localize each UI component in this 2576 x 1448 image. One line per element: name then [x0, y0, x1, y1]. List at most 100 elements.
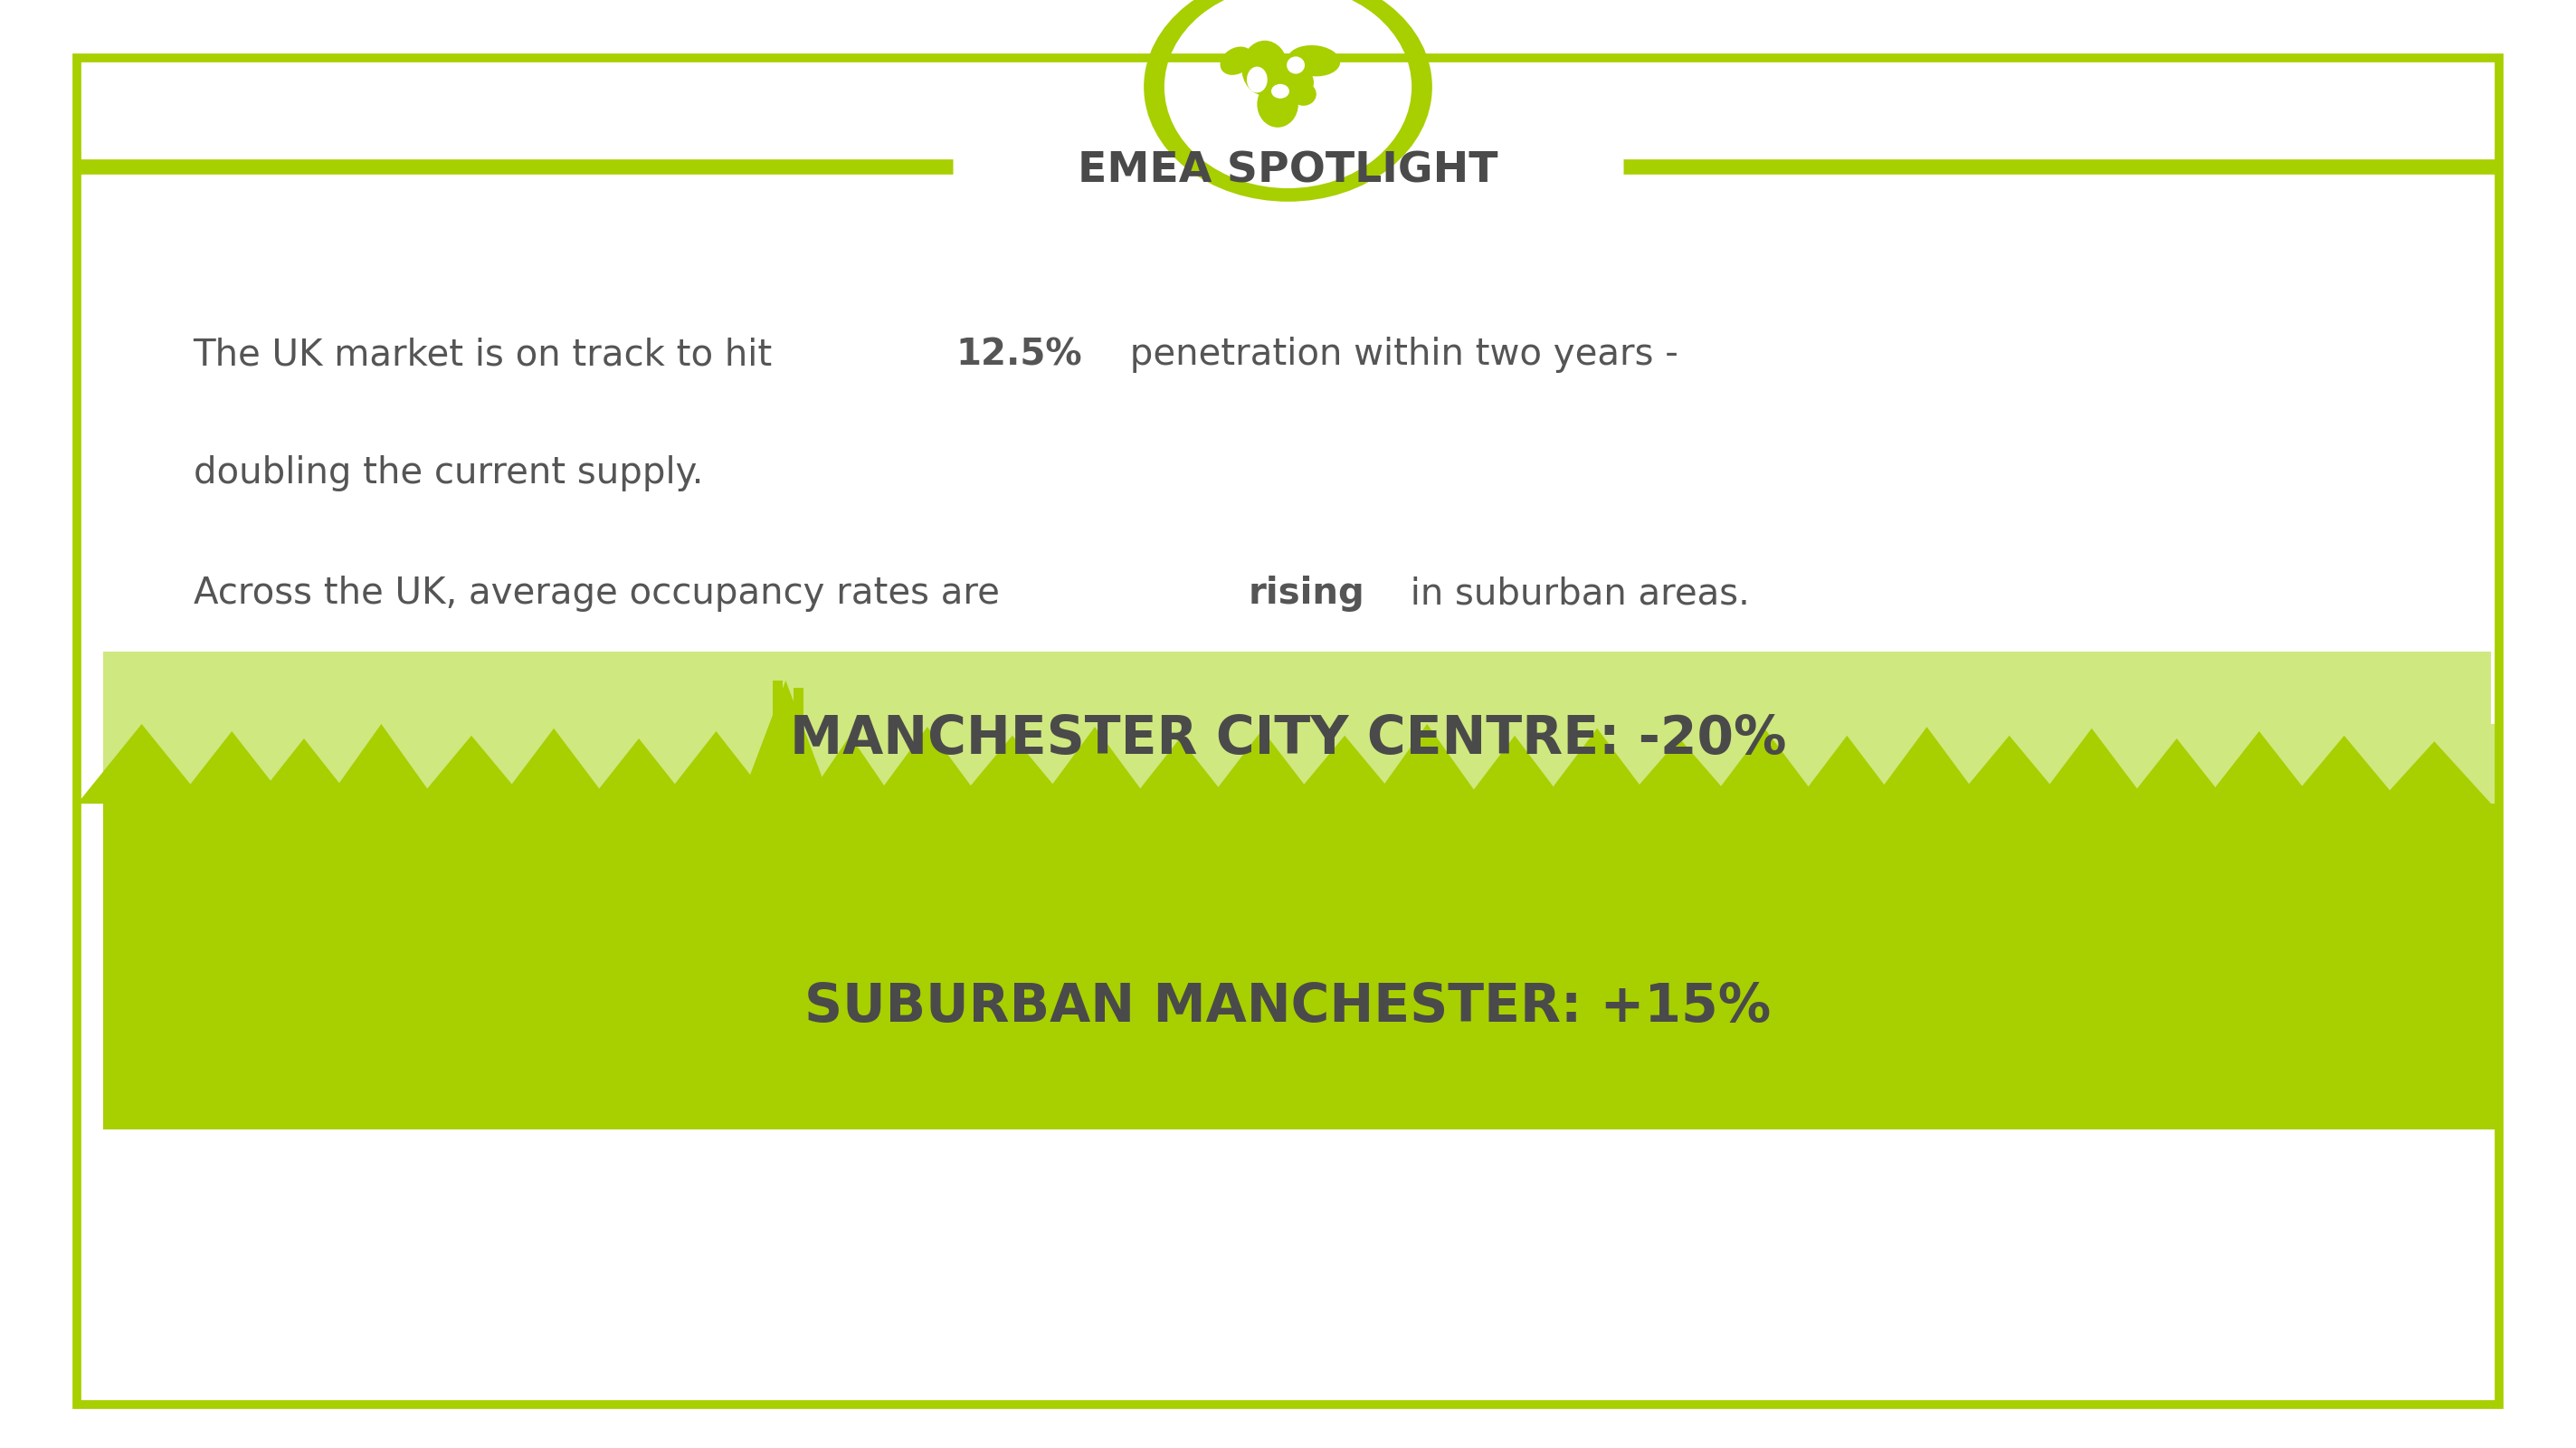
Bar	[201, 652, 247, 854]
Bar	[103, 652, 160, 782]
Polygon shape	[1288, 736, 1401, 804]
Bar	[649, 652, 680, 898]
Text: rising: rising	[1249, 575, 1365, 611]
Bar	[1020, 652, 1066, 811]
Polygon shape	[1370, 724, 1484, 804]
Bar	[1376, 652, 1432, 869]
Bar	[963, 652, 1020, 854]
Bar	[283, 652, 325, 883]
Polygon shape	[587, 738, 690, 804]
Ellipse shape	[1257, 81, 1298, 127]
Polygon shape	[871, 727, 984, 804]
Polygon shape	[252, 738, 355, 804]
Bar	[773, 681, 783, 724]
Bar	[325, 652, 376, 825]
Polygon shape	[325, 724, 438, 804]
Bar	[2154, 652, 2210, 869]
Bar	[2210, 652, 2251, 825]
Bar	[1499, 652, 1546, 883]
Bar	[680, 652, 732, 854]
Bar	[1546, 652, 1602, 840]
Polygon shape	[739, 681, 832, 804]
Bar	[2117, 652, 2154, 767]
Polygon shape	[2202, 731, 2316, 804]
Bar	[562, 652, 608, 840]
Ellipse shape	[1247, 67, 1267, 93]
Bar	[871, 652, 922, 825]
Polygon shape	[1540, 728, 1654, 804]
Bar	[1293, 652, 1340, 825]
Polygon shape	[77, 724, 206, 804]
Polygon shape	[1463, 736, 1566, 804]
Bar	[773, 652, 829, 767]
Text: MANCHESTER CITY CENTRE: -20%: MANCHESTER CITY CENTRE: -20%	[791, 712, 1785, 765]
Bar	[1643, 652, 1695, 854]
Bar	[1066, 652, 1097, 927]
Bar	[407, 652, 464, 869]
Bar	[2354, 652, 2396, 811]
Bar	[2071, 652, 2117, 825]
Polygon shape	[804, 736, 896, 804]
Bar	[2396, 652, 2491, 767]
Bar	[829, 652, 871, 869]
Polygon shape	[659, 731, 773, 804]
Bar	[608, 652, 649, 811]
Bar	[1432, 652, 1473, 825]
Bar	[1695, 652, 1741, 825]
Text: in suburban areas.: in suburban areas.	[1399, 575, 1749, 611]
Bar	[376, 652, 407, 782]
Polygon shape	[2035, 728, 2148, 804]
Ellipse shape	[1164, 0, 1412, 188]
Bar	[1777, 652, 1834, 869]
Polygon shape	[956, 736, 1069, 804]
Bar	[1340, 652, 1376, 767]
Ellipse shape	[1291, 83, 1316, 106]
Bar	[2020, 652, 2071, 854]
Ellipse shape	[1242, 41, 1288, 96]
Text: doubling the current supply.: doubling the current supply.	[193, 455, 703, 491]
Bar	[1922, 652, 1978, 840]
Bar	[505, 652, 562, 767]
Polygon shape	[1795, 736, 1899, 804]
Polygon shape	[1206, 730, 1319, 804]
Ellipse shape	[1273, 84, 1291, 98]
Bar	[1978, 652, 2020, 796]
Text: SUBURBAN MANCHESTER: +15%: SUBURBAN MANCHESTER: +15%	[804, 980, 1772, 1032]
Ellipse shape	[1146, 0, 1430, 198]
Text: The UK market is on track to hit: The UK market is on track to hit	[193, 336, 783, 372]
Text: Across the UK, average occupancy rates are: Across the UK, average occupancy rates a…	[193, 575, 1010, 611]
Bar	[1602, 652, 1643, 796]
Bar	[1200, 652, 1242, 796]
Text: 12.5%: 12.5%	[956, 336, 1082, 372]
Ellipse shape	[1288, 45, 1340, 77]
Ellipse shape	[1288, 68, 1314, 97]
Bar	[103, 724, 2499, 811]
Bar	[1473, 652, 1499, 927]
Bar	[1834, 652, 1880, 811]
Bar	[464, 652, 505, 825]
Polygon shape	[1708, 728, 1821, 804]
Bar	[922, 652, 963, 796]
Polygon shape	[175, 731, 289, 804]
Ellipse shape	[1285, 56, 1303, 74]
Polygon shape	[1128, 738, 1231, 804]
Polygon shape	[2378, 741, 2491, 804]
Bar	[793, 688, 804, 724]
Bar	[1242, 652, 1293, 854]
Polygon shape	[415, 736, 528, 804]
Bar	[732, 652, 773, 811]
Bar	[1097, 652, 1144, 883]
Polygon shape	[2125, 738, 2228, 804]
Ellipse shape	[1270, 54, 1306, 97]
Bar	[160, 652, 201, 811]
Bar	[2251, 652, 2308, 782]
Polygon shape	[497, 728, 611, 804]
Text: penetration within two years -: penetration within two years -	[1118, 336, 1680, 372]
Polygon shape	[1623, 738, 1736, 804]
Polygon shape	[2287, 736, 2401, 804]
Polygon shape	[1038, 727, 1151, 804]
Bar	[1144, 652, 1200, 840]
Bar	[247, 652, 283, 796]
Ellipse shape	[1221, 46, 1252, 75]
Bar	[1741, 652, 1777, 767]
